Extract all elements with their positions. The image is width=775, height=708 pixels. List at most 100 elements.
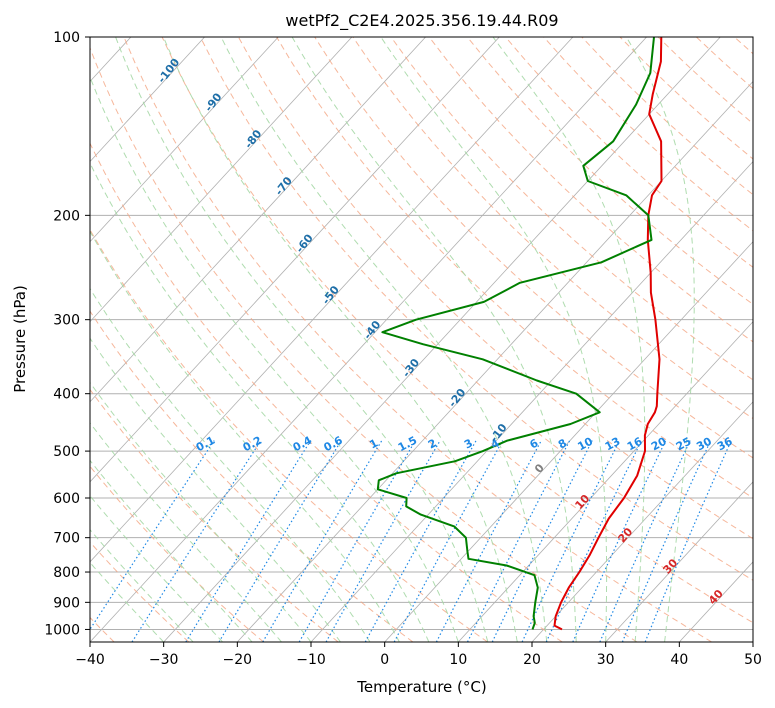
y-tick-label: 900 bbox=[53, 595, 80, 611]
isotherm-30 bbox=[605, 481, 753, 642]
dry-adiabat--30 bbox=[90, 541, 190, 642]
mixing-ratio-line-10 bbox=[466, 440, 571, 642]
moist-adiabat-label: -70 bbox=[272, 174, 295, 198]
y-tick-label: 700 bbox=[53, 531, 80, 547]
mixing-ratio-label: 16 bbox=[625, 435, 645, 454]
dry-adiabat-80 bbox=[276, 37, 753, 499]
dry-adiabat--10 bbox=[90, 388, 339, 642]
dry-adiabat-170 bbox=[619, 37, 753, 160]
mixing-ratio-line-1 bbox=[131, 440, 262, 642]
dry-adiabat-110 bbox=[390, 37, 753, 381]
dry-adiabat-90 bbox=[314, 37, 753, 459]
moist-adiabat-38 bbox=[625, 37, 695, 642]
dry-adiabat-label: 10 bbox=[572, 492, 592, 512]
profile-series bbox=[376, 37, 663, 631]
dry-adiabat-label: 40 bbox=[706, 587, 726, 607]
mixing-ratio-line-16 bbox=[621, 440, 712, 642]
y-tick-label: 200 bbox=[53, 208, 80, 224]
moist-adiabat--6 bbox=[90, 337, 341, 642]
mixing-ratio-line-8 bbox=[393, 440, 504, 642]
moist-adiabat-label: -60 bbox=[293, 231, 316, 255]
moist-adiabat-18 bbox=[162, 37, 518, 642]
isotherm--80 bbox=[90, 37, 353, 323]
isotherm--50 bbox=[90, 37, 574, 563]
dry-adiabat-20 bbox=[90, 142, 563, 642]
x-tick-label: 10 bbox=[449, 652, 467, 668]
y-tick-label: 800 bbox=[53, 565, 80, 581]
dry-adiabat-10 bbox=[90, 228, 488, 642]
y-tick-label: 100 bbox=[53, 30, 80, 46]
temperature-line bbox=[553, 37, 663, 631]
mixing-ratio-label: 13 bbox=[603, 435, 623, 454]
mixing-ratio-label: 36 bbox=[715, 435, 735, 454]
mixing-ratio-label: 6 bbox=[528, 436, 541, 451]
x-tick-label: 0 bbox=[380, 652, 389, 668]
y-tick-label: 500 bbox=[53, 444, 80, 460]
isotherm-20 bbox=[531, 401, 753, 642]
isotherm-0 bbox=[384, 241, 753, 642]
dry-adiabat--20 bbox=[90, 465, 264, 642]
x-tick-label: −30 bbox=[149, 652, 179, 668]
mixing-ratio-line-11 bbox=[491, 440, 593, 642]
mixing-ratio-label: 30 bbox=[694, 435, 714, 454]
isotherm--60 bbox=[90, 37, 500, 483]
isotherm--70 bbox=[90, 37, 426, 403]
isotherm--40 bbox=[90, 37, 647, 642]
moist-adiabat-14 bbox=[115, 37, 489, 642]
y-tick-label: 300 bbox=[53, 313, 80, 329]
mixing-ratio-line-0 bbox=[90, 440, 215, 631]
dry-adiabat-150 bbox=[543, 37, 753, 232]
y-tick-label: 600 bbox=[53, 491, 80, 507]
mixing-ratio-label: 10 bbox=[575, 435, 595, 454]
x-tick-label: 40 bbox=[670, 652, 688, 668]
mixing-ratio-line-2 bbox=[185, 440, 312, 642]
moist-adiabat-22 bbox=[220, 37, 548, 642]
moist-adiabat-34 bbox=[492, 37, 646, 642]
moist-adiabat--10 bbox=[90, 381, 312, 642]
mixing-ratio-line-3 bbox=[218, 440, 342, 642]
isotherm-10 bbox=[458, 321, 753, 642]
mixing-ratio-label: 25 bbox=[674, 435, 694, 454]
dry-adiabat-100 bbox=[352, 37, 753, 420]
y-tick-label: 400 bbox=[53, 387, 80, 403]
dry-adiabat-180 bbox=[657, 37, 753, 125]
isotherm-50 bbox=[752, 641, 753, 642]
dry-adiabat-160 bbox=[581, 37, 753, 196]
moist-adiabat-label: -20 bbox=[446, 386, 469, 410]
mixing-ratio-label: 20 bbox=[649, 435, 669, 454]
line-labels: 0.1 0.2 0.4 0.6 1 1.5 2 3 4 6 8 10 13 16 20 25 30 36-100-… bbox=[155, 56, 735, 607]
mixing-ratio-label: 3 bbox=[462, 436, 475, 451]
axes: −40 −30 −20 −10 0 10 20 30 40 5010020030040050060… bbox=[44, 30, 762, 668]
dry-adiabat-140 bbox=[505, 37, 753, 268]
x-tick-label: −10 bbox=[296, 652, 326, 668]
moist-adiabat-30 bbox=[380, 37, 608, 642]
mixing-ratio-line-7 bbox=[364, 440, 477, 642]
x-tick-label: −20 bbox=[223, 652, 253, 668]
dry-adiabat-label: 0 bbox=[532, 461, 547, 476]
chart-title: wetPf2_C2E4.2025.356.19.44.R09 bbox=[285, 11, 558, 31]
dewpoint-line bbox=[376, 37, 655, 630]
dry-adiabat-60 bbox=[199, 37, 753, 581]
x-tick-label: 20 bbox=[523, 652, 541, 668]
mixing-ratio-line-9 bbox=[435, 440, 542, 642]
mixing-ratio-line-17 bbox=[644, 440, 732, 642]
x-tick-label: 50 bbox=[744, 652, 762, 668]
dry-adiabat-120 bbox=[428, 37, 753, 343]
isotherm--20 bbox=[237, 80, 753, 642]
isotherm--100 bbox=[90, 37, 205, 163]
moist-adiabat-label: -80 bbox=[242, 127, 265, 151]
moist-adiabat-label: -90 bbox=[202, 90, 225, 114]
moist-adiabat-10 bbox=[90, 75, 459, 642]
moist-adiabat-26 bbox=[291, 37, 577, 642]
x-axis-title: Temperature (°C) bbox=[356, 678, 486, 696]
moist-adiabat-label: -30 bbox=[400, 356, 423, 380]
dry-adiabat-200 bbox=[734, 37, 753, 55]
dry-adiabat-70 bbox=[237, 37, 753, 540]
moist-adiabat-6 bbox=[90, 161, 430, 642]
mixing-ratio-line-5 bbox=[298, 440, 416, 642]
mixing-ratio-line-15 bbox=[599, 440, 691, 642]
background-lines bbox=[90, 37, 753, 642]
x-tick-label: 30 bbox=[597, 652, 615, 668]
dry-adiabat-label: 30 bbox=[660, 556, 680, 576]
